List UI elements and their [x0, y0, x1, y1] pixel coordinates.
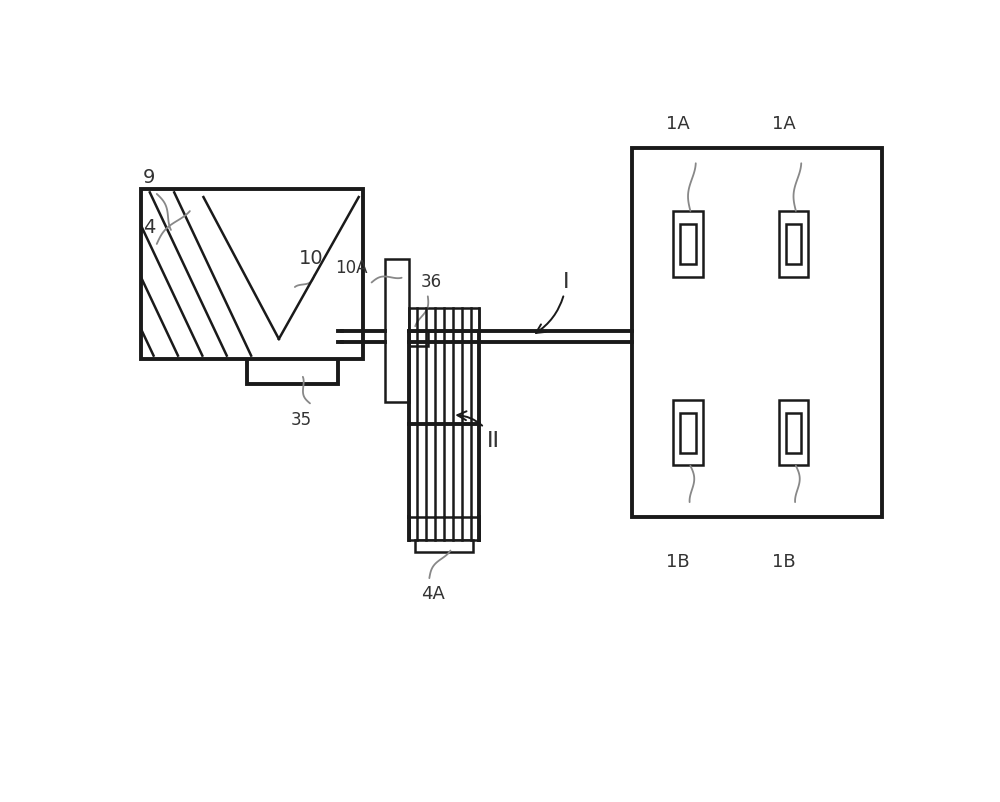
Text: 1B: 1B [772, 553, 795, 570]
Text: 10A: 10A [335, 259, 368, 277]
Bar [779, 400, 808, 466]
Bar [385, 260, 409, 403]
Bar [409, 517, 479, 540]
Bar [141, 189, 363, 360]
Bar [786, 225, 801, 265]
Bar [409, 328, 428, 347]
Bar [409, 309, 479, 331]
Bar [680, 225, 696, 265]
Text: 36: 36 [421, 273, 442, 291]
Text: 1B: 1B [666, 553, 690, 570]
Bar [247, 294, 338, 385]
Text: 1A: 1A [666, 115, 690, 133]
Text: 10: 10 [298, 249, 323, 268]
Text: 4A: 4A [421, 585, 445, 602]
Bar [673, 400, 703, 466]
Bar [415, 540, 473, 553]
Text: 9: 9 [143, 168, 155, 187]
Bar [786, 413, 801, 453]
Bar [779, 212, 808, 277]
Text: 1A: 1A [772, 115, 795, 133]
Bar [680, 413, 696, 453]
Text: 35: 35 [290, 410, 311, 428]
Text: 4: 4 [143, 218, 155, 237]
Bar [632, 148, 882, 517]
Text: II: II [457, 411, 500, 451]
Bar [673, 212, 703, 277]
Text: I: I [536, 272, 570, 334]
Bar [281, 328, 304, 350]
